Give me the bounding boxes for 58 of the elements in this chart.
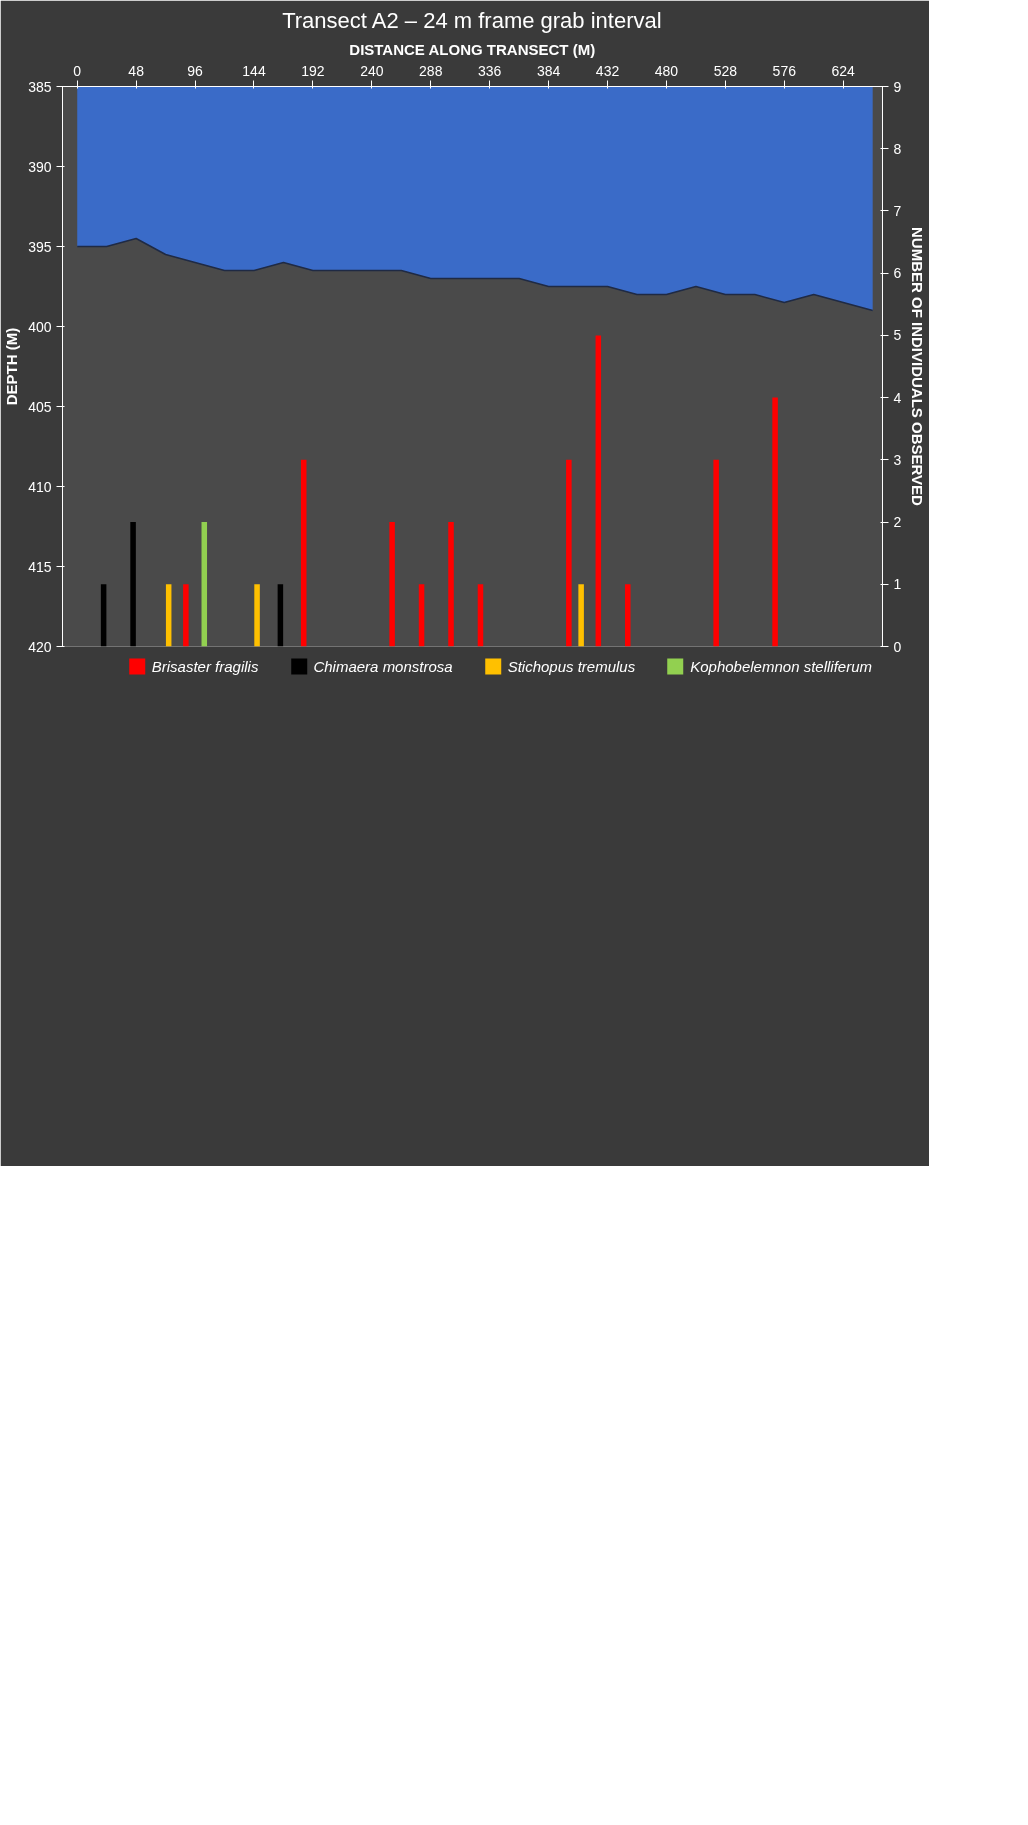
x-tick-label: 288	[419, 62, 443, 79]
y2-tick-label: 1	[893, 576, 902, 593]
bar	[477, 584, 484, 647]
bar	[183, 584, 189, 647]
legend-label: Kophobelemnon stelliferum	[690, 657, 872, 675]
x-tick-label: 48	[128, 62, 145, 79]
bar	[100, 584, 107, 647]
x-tick-label: 0	[73, 62, 82, 79]
bar	[254, 584, 260, 647]
y-tick-label: 415	[28, 558, 52, 575]
y2-tick-label: 6	[893, 265, 902, 282]
y2-tick-label: 8	[893, 140, 902, 157]
y-tick-label: 410	[28, 478, 52, 495]
legend-label: Brisaster fragilis	[151, 657, 259, 675]
x-tick-label: 192	[301, 62, 325, 79]
y2-tick-label: 7	[893, 202, 902, 219]
bar	[578, 584, 584, 647]
bar	[418, 584, 425, 647]
y-tick-label: 420	[28, 638, 52, 655]
x-tick-label: 432	[595, 62, 620, 79]
y-axis-title: DEPTH (M)	[3, 327, 21, 406]
bar	[389, 522, 395, 647]
bar	[201, 522, 208, 647]
y-tick-label: 405	[28, 398, 52, 415]
x-tick-label: 624	[831, 62, 856, 79]
x-tick-label: 528	[713, 62, 738, 79]
x-tick-label: 384	[536, 62, 561, 79]
x-tick-label: 240	[360, 62, 384, 79]
y2-tick-label: 0	[893, 638, 902, 655]
bar	[165, 584, 172, 647]
y2-tick-label: 5	[893, 327, 902, 344]
bar	[772, 397, 778, 647]
y2-tick-label: 3	[893, 451, 902, 468]
legend-label: Stichopus tremulus	[507, 657, 636, 675]
y-tick-label: 390	[28, 158, 52, 175]
y-tick-label: 400	[28, 318, 52, 335]
bar	[300, 459, 307, 647]
y2-tick-label: 2	[893, 514, 902, 531]
legend-label: Chimaera monstrosa	[313, 657, 453, 675]
bar	[625, 584, 631, 647]
x-tick-label: 144	[242, 62, 266, 79]
x-tick-label: 336	[478, 62, 502, 79]
x-tick-label: 96	[187, 62, 204, 79]
x-tick-label: 576	[772, 62, 797, 79]
bar	[448, 522, 454, 647]
x-axis-title: DISTANCE ALONG TRANSECT (M)	[349, 40, 596, 58]
bar	[595, 335, 602, 647]
bar	[277, 584, 284, 647]
bar	[566, 459, 572, 647]
y-tick-label: 395	[28, 238, 52, 255]
y2-axis-title: NUMBER OF INDIVIDUALS OBSERVED	[909, 227, 927, 507]
chart-title: Transect A2 – 24 m frame grab interval	[282, 7, 662, 33]
x-tick-label: 480	[654, 62, 679, 79]
bar	[713, 459, 719, 647]
bar	[130, 522, 136, 647]
y2-tick-label: 9	[893, 78, 902, 95]
y2-tick-label: 4	[893, 389, 902, 406]
y-tick-label: 385	[28, 78, 52, 95]
